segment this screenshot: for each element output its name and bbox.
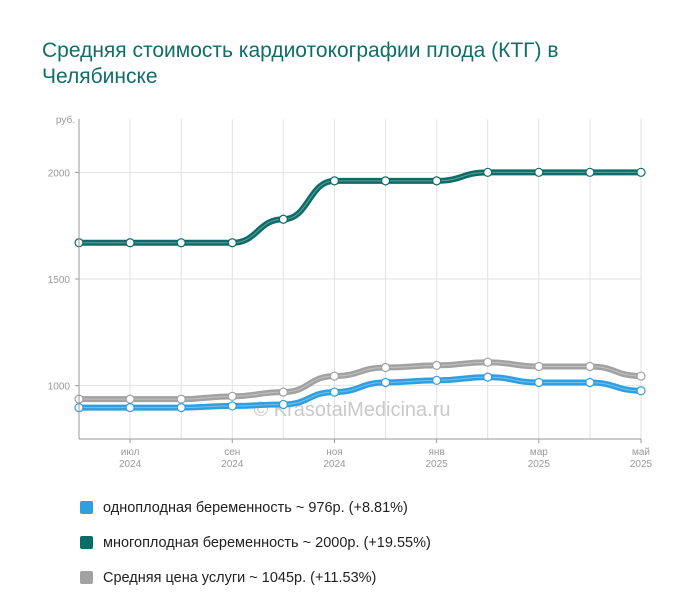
x-tick-year: 2025 — [528, 459, 551, 470]
x-tick-year: 2024 — [323, 459, 346, 470]
x-tick-year: 2025 — [630, 459, 653, 470]
chart-legend: одноплодная беременность ~ 976р. (+8.81%… — [80, 490, 431, 595]
data-point — [278, 387, 288, 397]
chart-points — [74, 167, 646, 413]
y-axis-unit: руб. — [56, 114, 75, 126]
data-point — [380, 362, 391, 373]
data-point — [534, 167, 544, 177]
data-point — [585, 167, 595, 177]
x-tick-year: 2024 — [221, 459, 244, 470]
data-point — [278, 399, 288, 410]
legend-swatch-average — [80, 571, 93, 584]
y-tick-label: 2000 — [48, 168, 71, 179]
watermark: © KrasotaiMedicina.ru — [253, 399, 450, 421]
legend-swatch-multiple — [80, 536, 93, 549]
data-point — [125, 403, 135, 413]
legend-label-single: одноплодная беременность ~ 976р. (+8.81%… — [103, 499, 408, 516]
data-point — [176, 238, 186, 248]
data-point — [176, 403, 186, 413]
legend-label-multiple: многоплодная беременность ~ 2000р. (+19.… — [103, 534, 431, 551]
legend-item-single[interactable]: одноплодная беременность ~ 976р. (+8.81%… — [80, 490, 431, 525]
data-point — [329, 371, 340, 381]
chart-title: Средняя стоимость кардиотокографии плода… — [42, 39, 559, 88]
data-point — [636, 386, 646, 396]
data-point — [585, 361, 595, 372]
data-point — [585, 377, 595, 388]
x-tick-year: 2025 — [426, 459, 449, 470]
data-point — [227, 238, 237, 248]
data-point — [125, 394, 135, 404]
chart-axis: руб.100015002000июл2024сен2024ноя2024янв… — [48, 114, 653, 470]
data-point — [483, 357, 493, 367]
data-point — [380, 377, 391, 388]
legend-swatch-single — [80, 501, 93, 514]
x-tick-month: мар — [530, 447, 548, 458]
data-point — [483, 372, 493, 382]
x-tick-year: 2024 — [119, 459, 142, 470]
series-line — [76, 169, 644, 246]
data-point — [432, 176, 442, 186]
x-tick-month: сен — [224, 447, 240, 458]
data-point — [432, 360, 442, 370]
y-tick-label: 1000 — [48, 382, 71, 393]
data-point — [636, 371, 646, 381]
data-point — [483, 167, 493, 177]
legend-item-average[interactable]: Средняя цена услуги ~ 1045р. (+11.53%) — [80, 560, 431, 595]
chart-series — [76, 169, 644, 411]
data-point — [329, 176, 340, 186]
data-point — [125, 238, 135, 248]
y-tick-label: 1500 — [48, 275, 71, 286]
data-point — [380, 176, 391, 186]
data-point — [636, 167, 646, 177]
x-tick-month: янв — [429, 447, 445, 458]
x-tick-month: май — [632, 447, 650, 458]
data-point — [534, 377, 544, 388]
x-tick-month: июл — [121, 447, 140, 458]
data-point — [432, 375, 442, 385]
data-point — [278, 214, 288, 224]
data-point — [329, 387, 340, 397]
series-line — [76, 374, 644, 411]
series-line-highlight — [79, 376, 642, 409]
legend-label-average: Средняя цена услуги ~ 1045р. (+11.53%) — [103, 569, 377, 586]
data-point — [227, 401, 237, 411]
x-tick-month: ноя — [326, 447, 343, 458]
data-point — [534, 361, 544, 372]
legend-item-multiple[interactable]: многоплодная беременность ~ 2000р. (+19.… — [80, 525, 431, 560]
data-point — [227, 391, 237, 401]
chart-grid — [78, 119, 642, 439]
data-point — [176, 394, 186, 404]
